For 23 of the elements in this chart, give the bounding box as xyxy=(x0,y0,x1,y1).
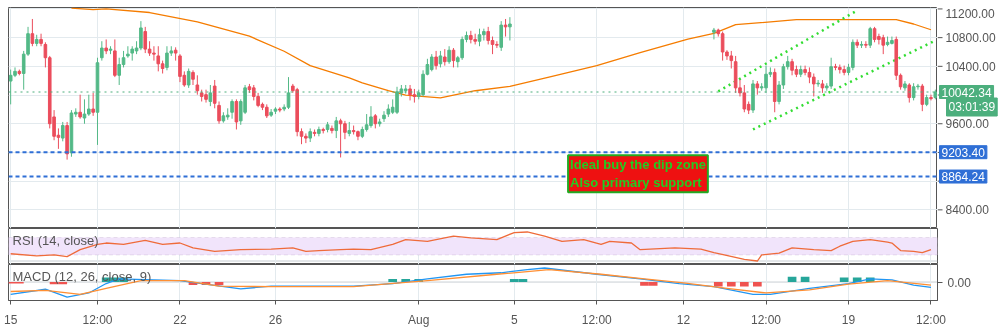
chart-title: RSI (14, close) xyxy=(12,232,99,248)
x-tick-label: 22 xyxy=(173,312,187,327)
x-tick-label: 12:00 xyxy=(82,312,113,327)
y-tick-label: 10800.00 xyxy=(945,31,996,46)
ref-line-label: 9203.40 xyxy=(941,145,986,160)
annotation: Ideal buy the dip zone Also primary support xyxy=(570,157,706,191)
y-tick-label: 10400.00 xyxy=(945,59,996,74)
ref-line-label: 10042.34 xyxy=(941,85,992,100)
x-tick-label: 12 xyxy=(676,312,691,327)
x-tick-label: 12:00 xyxy=(581,312,613,327)
ref-line-label: 8864.24 xyxy=(941,170,986,185)
x-tick-label: 12:00 xyxy=(751,312,782,327)
text: 03:01:39 xyxy=(948,100,996,114)
x-tick-label: 15 xyxy=(4,312,18,327)
y-tick-label: 11200.00 xyxy=(945,6,995,21)
x-tick-label: Aug xyxy=(408,312,430,327)
text: 0.00 xyxy=(947,275,972,290)
y-tick-label: 8400.00 xyxy=(945,203,990,218)
y-tick-label: 9600.00 xyxy=(945,117,990,132)
x-tick-label: 26 xyxy=(268,312,283,327)
x-tick-label: 5 xyxy=(510,312,518,327)
x-tick-label: 12:00 xyxy=(915,312,947,327)
x-tick-label: 19 xyxy=(841,312,856,327)
